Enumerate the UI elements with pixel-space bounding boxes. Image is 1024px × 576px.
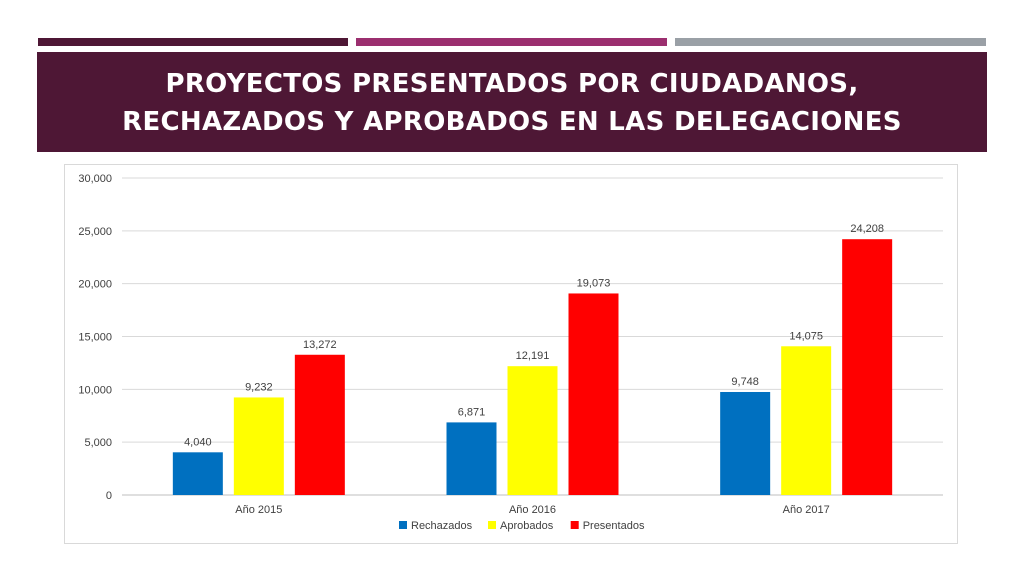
y-tick-label: 5,000 [84, 437, 112, 449]
data-label: 14,075 [789, 330, 823, 342]
bar-rechazados [720, 391, 771, 495]
data-label: 13,272 [303, 339, 337, 351]
data-label: 24,208 [850, 223, 884, 235]
legend-swatch-rechazados [399, 521, 407, 529]
chart-frame: 0 5,000 10,000 15,000 20,000 25,000 30,000 4,04… [64, 164, 958, 544]
bar-presentados [294, 354, 345, 495]
data-label: 4,040 [184, 436, 212, 448]
bar-aprobados [507, 366, 558, 495]
y-tick-label: 30,000 [78, 173, 112, 185]
legend-swatch-presentados [570, 521, 579, 529]
legend-label-rechazados: Rechazados [411, 520, 473, 532]
bar-rechazados [172, 452, 223, 495]
bar-presentados [568, 293, 619, 495]
data-label: 19,073 [577, 277, 611, 289]
x-tick-label: Año 2017 [783, 504, 830, 516]
header-accent-bars [38, 38, 986, 46]
bar-aprobados [233, 397, 284, 495]
bar-rechazados [446, 422, 497, 495]
y-tick-label: 0 [106, 490, 112, 502]
slide-title-line-1: PROYECTOS PRESENTADOS POR CIUDADANOS, [165, 69, 859, 99]
y-tick-label: 20,000 [78, 279, 112, 291]
legend-label-aprobados: Aprobados [500, 520, 554, 532]
legend-label-presentados: Presentados [583, 520, 645, 532]
x-tick-label: Año 2016 [509, 504, 556, 516]
bar-chart: 0 5,000 10,000 15,000 20,000 25,000 30,000 4,04… [78, 173, 943, 532]
x-tick-label: Año 2015 [235, 504, 282, 516]
data-label: 9,232 [245, 381, 273, 393]
data-label: 6,871 [458, 406, 486, 418]
data-label: 9,748 [731, 376, 759, 388]
title-band: PROYECTOS PRESENTADOS POR CIUDADANOS, RE… [37, 52, 987, 152]
y-tick-label: 25,000 [78, 226, 112, 238]
accent-bar-dark [38, 38, 348, 46]
y-tick-label: 15,000 [78, 332, 112, 344]
y-tick-label: 10,000 [78, 384, 112, 396]
slide-title-line-2: RECHAZADOS Y APROBADOS EN LAS DELEGACION… [122, 107, 902, 137]
legend-swatch-aprobados [488, 521, 496, 529]
bar-presentados [842, 239, 893, 495]
accent-bar-gray [675, 38, 986, 46]
bar-aprobados [781, 346, 832, 495]
data-label: 12,191 [516, 350, 550, 362]
accent-bar-magenta [356, 38, 667, 46]
